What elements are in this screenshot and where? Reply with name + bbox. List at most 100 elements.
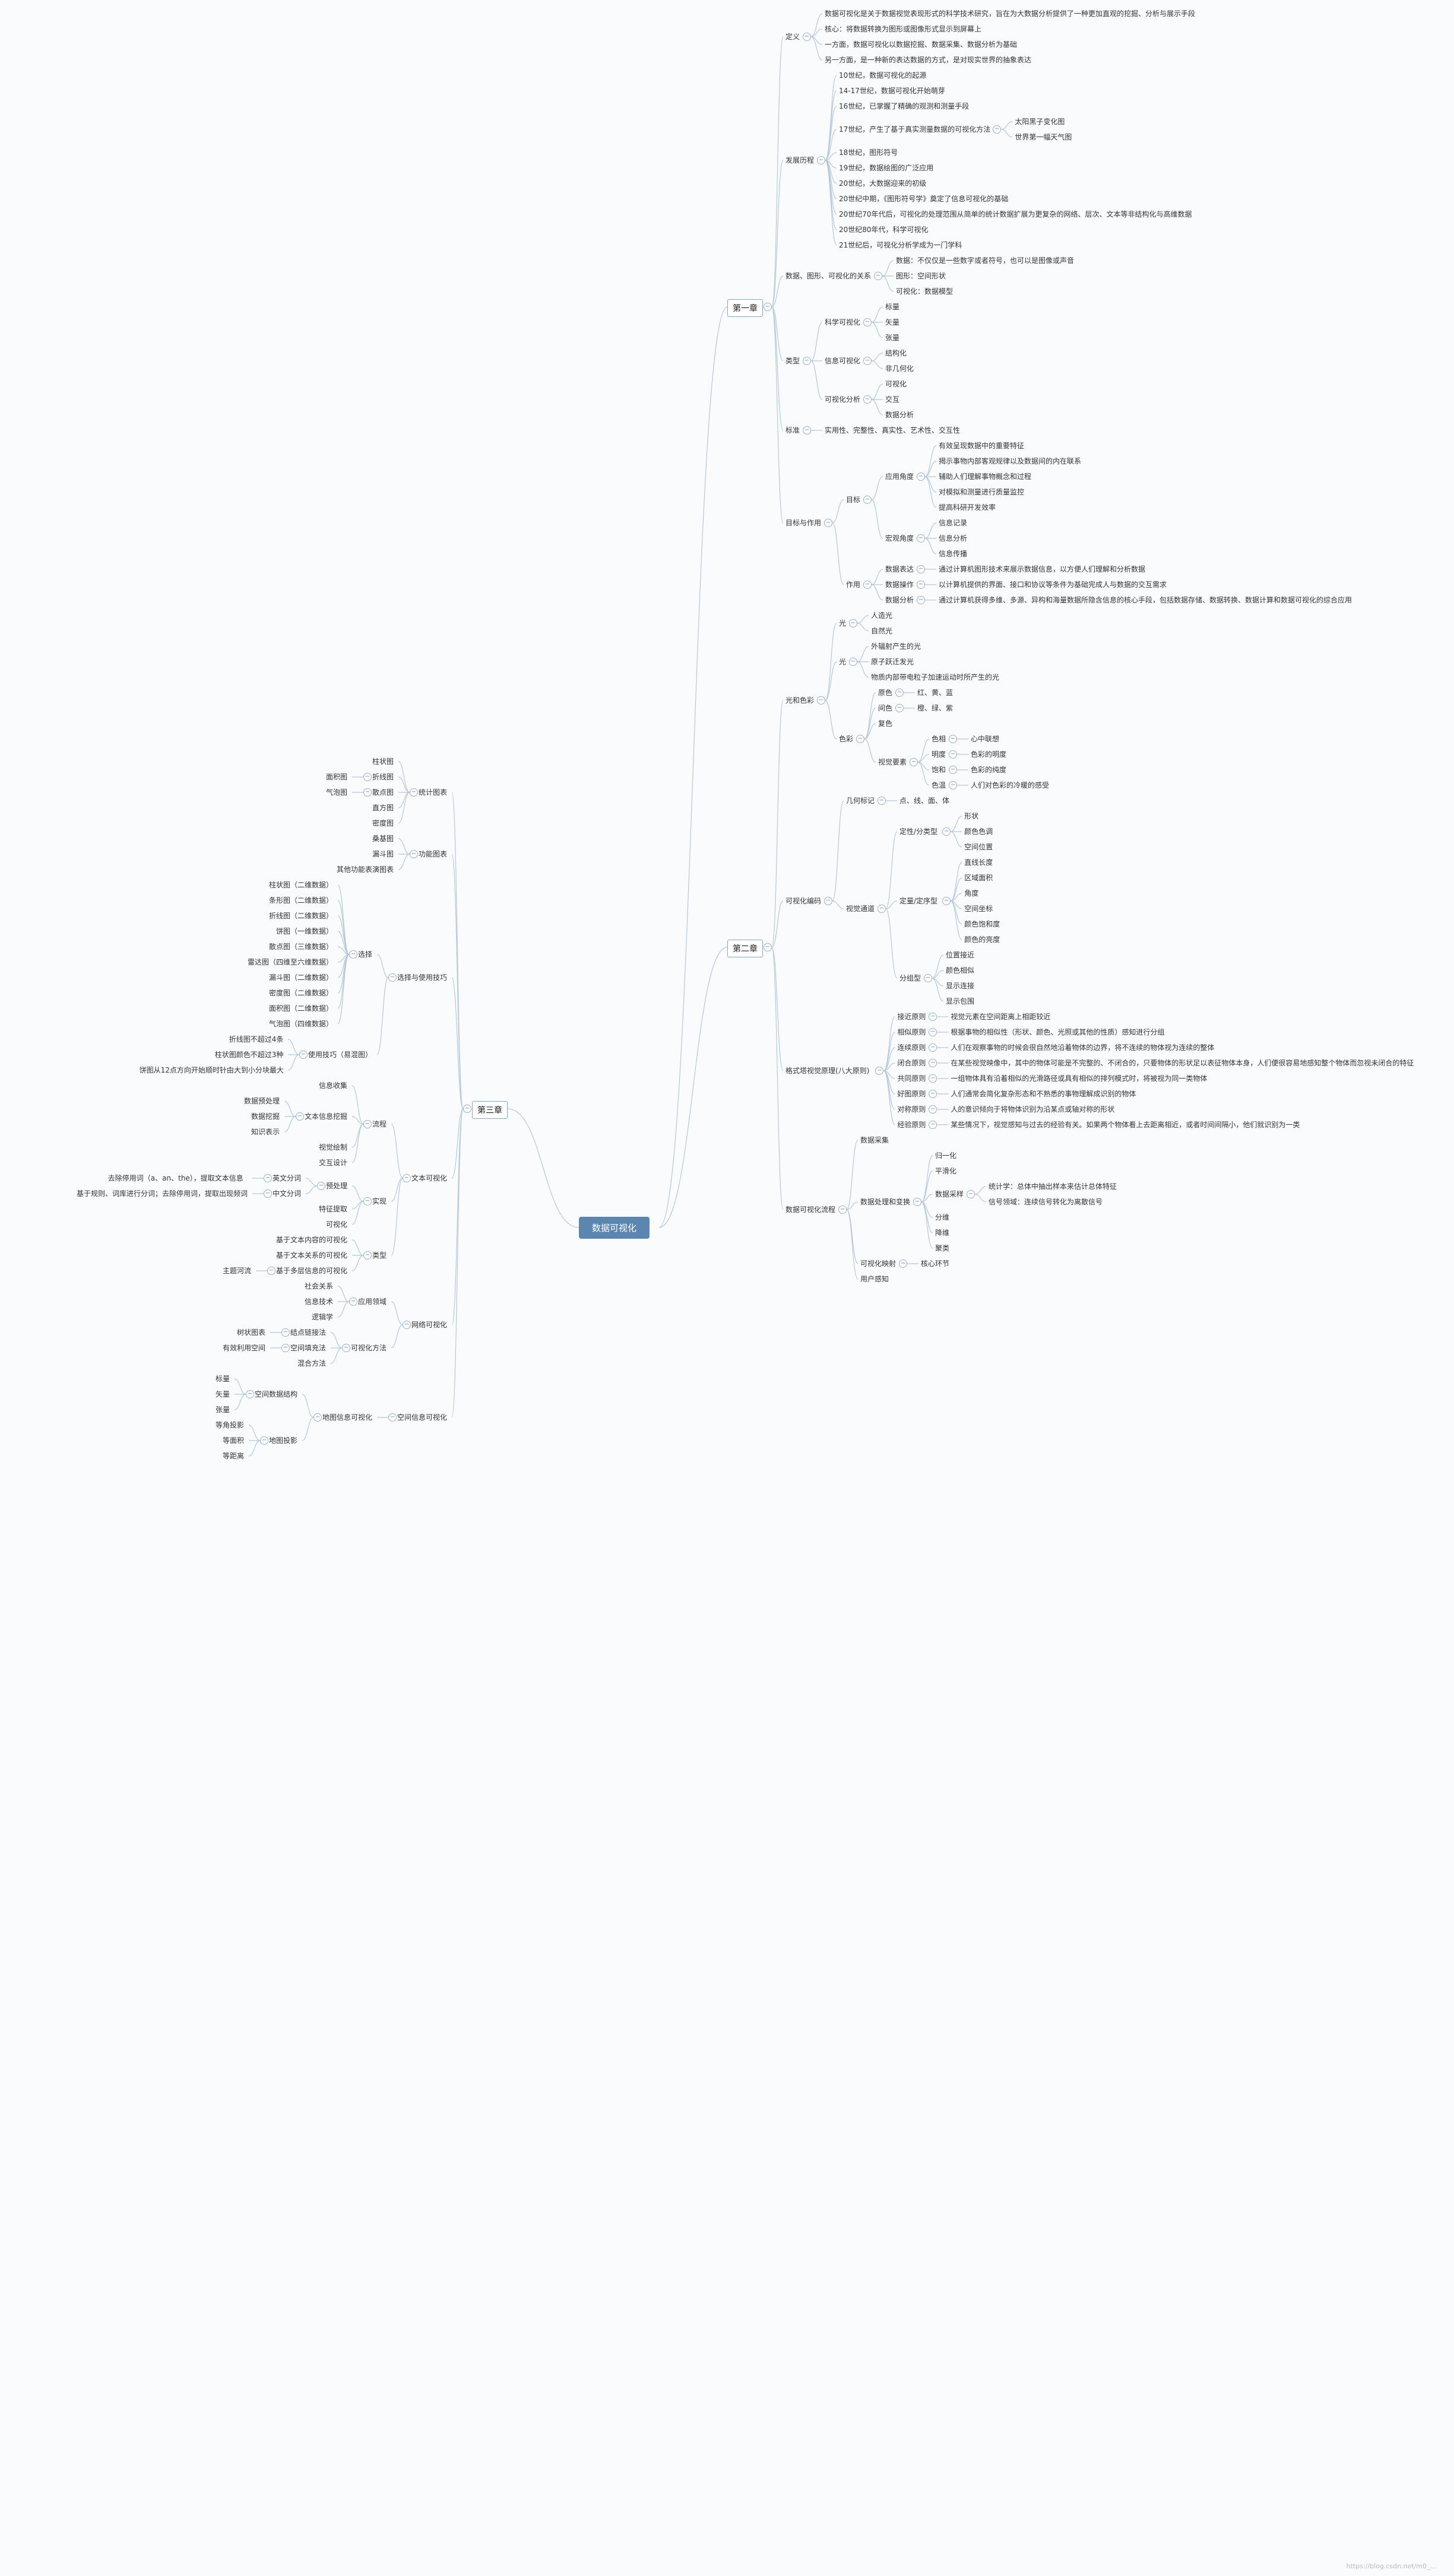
topic-node[interactable]: 通过计算机获得多维、多源、异构和海量数据所隐含信息的核心手段，包括数据存储、数据…	[939, 596, 1352, 604]
topic-node[interactable]: 使用技巧（易混图）	[308, 1051, 373, 1059]
collapse-toggle[interactable]: −	[949, 735, 957, 743]
collapse-toggle[interactable]: −	[803, 426, 811, 434]
topic-node[interactable]: 信息收集	[319, 1081, 348, 1090]
topic-node[interactable]: 平滑化	[935, 1167, 957, 1175]
collapse-toggle[interactable]: −	[929, 1074, 937, 1083]
topic-node[interactable]: 饼图从12点方向开始顺时针由大到小分块最大	[139, 1066, 284, 1074]
topic-node[interactable]: 柱状图颜色不超过3种	[214, 1051, 284, 1059]
topic-node[interactable]: 好图原则	[897, 1090, 926, 1098]
topic-node[interactable]: 揭示事物内部客观规律以及数据间的内在联系	[939, 457, 1082, 465]
topic-node[interactable]: 连续原则	[897, 1043, 926, 1052]
topic-node[interactable]: 气泡图	[326, 788, 348, 797]
topic-node[interactable]: 21世纪后，可视化分析学成为一门学科	[839, 241, 962, 249]
topic-node[interactable]: 桑基图	[372, 835, 394, 843]
topic-node[interactable]: 辅助人们理解事物概念和过程	[939, 472, 1032, 481]
topic-node[interactable]: 作用	[846, 580, 861, 589]
topic-node[interactable]: 相似原则	[897, 1028, 926, 1036]
topic-node[interactable]: 分维	[935, 1213, 950, 1222]
topic-node[interactable]: 20世纪70年代后，可视化的处理范围从简单的统计数据扩展为更复杂的网络、层次、文…	[839, 210, 1192, 218]
topic-node[interactable]: 定性/分类型	[899, 827, 938, 836]
topic-node[interactable]: 数据采样	[935, 1190, 964, 1198]
topic-node[interactable]: 物质内部带电粒子加速运动时所产生的光	[871, 673, 1000, 681]
collapse-toggle[interactable]: −	[264, 1189, 272, 1198]
collapse-toggle[interactable]: −	[410, 850, 418, 858]
topic-node[interactable]: 提高科研开发效率	[939, 503, 996, 512]
topic-node[interactable]: 有效利用空间	[223, 1344, 266, 1352]
topic-node[interactable]: 人们对色彩的冷暖的感受	[971, 781, 1050, 789]
topic-node[interactable]: 逻辑学	[312, 1313, 334, 1321]
topic-node[interactable]: 17世纪，产生了基于真实测量数据的可视化方法	[839, 125, 991, 134]
collapse-toggle[interactable]: −	[764, 303, 772, 311]
topic-node[interactable]: 颜色相似	[946, 966, 975, 975]
topic-node[interactable]: 标准	[785, 426, 800, 434]
collapse-toggle[interactable]: −	[363, 1197, 372, 1205]
collapse-toggle[interactable]: −	[363, 1251, 372, 1260]
topic-node[interactable]: 色相	[932, 735, 946, 743]
collapse-toggle[interactable]: −	[863, 318, 872, 326]
topic-node[interactable]: 信息分析	[939, 534, 968, 543]
collapse-toggle[interactable]: −	[264, 1174, 272, 1182]
collapse-toggle[interactable]: −	[838, 1205, 847, 1214]
topic-node[interactable]: 16世纪，已掌握了精确的观测和测量手段	[839, 102, 970, 110]
topic-node[interactable]: 数据、图形、可视化的关系	[785, 272, 872, 280]
topic-node[interactable]: 散点图	[372, 788, 394, 797]
collapse-toggle[interactable]: −	[388, 973, 397, 982]
topic-node[interactable]: 折线图	[372, 773, 394, 781]
topic-node[interactable]: 条形图（二维数据）	[269, 896, 334, 905]
collapse-toggle[interactable]: −	[313, 1413, 322, 1422]
topic-node[interactable]: 数据表达	[885, 565, 914, 573]
chapter-topic[interactable]: 第二章	[727, 940, 763, 957]
topic-node[interactable]: 矢量	[216, 1390, 230, 1398]
collapse-toggle[interactable]: −	[260, 1436, 268, 1445]
topic-node[interactable]: 基于文本关系的可视化	[276, 1251, 348, 1260]
collapse-toggle[interactable]: −	[342, 1344, 350, 1352]
collapse-toggle[interactable]: −	[910, 758, 918, 766]
topic-node[interactable]: 饱和	[932, 766, 946, 774]
topic-node[interactable]: 类型	[785, 357, 800, 365]
collapse-toggle[interactable]: −	[942, 827, 951, 836]
collapse-toggle[interactable]: −	[863, 357, 872, 365]
collapse-toggle[interactable]: −	[878, 797, 886, 805]
collapse-toggle[interactable]: −	[388, 1413, 397, 1422]
collapse-toggle[interactable]: −	[281, 1328, 290, 1337]
topic-node[interactable]: 位置接近	[946, 951, 975, 959]
topic-node[interactable]: 显示连接	[946, 982, 975, 990]
topic-node[interactable]: 英文分词	[273, 1174, 302, 1182]
collapse-toggle[interactable]: −	[895, 704, 904, 712]
collapse-toggle[interactable]: −	[299, 1051, 308, 1059]
topic-node[interactable]: 文本信息挖掘	[305, 1112, 348, 1121]
topic-node[interactable]: 科学可视化	[825, 318, 861, 326]
topic-node[interactable]: 宏观角度	[885, 534, 914, 543]
topic-node[interactable]: 等面积	[223, 1436, 245, 1445]
collapse-toggle[interactable]: −	[856, 735, 864, 743]
topic-node[interactable]: 人们通常会简化复杂形态和不熟悉的事物理解成识别的物体	[951, 1090, 1136, 1098]
topic-node[interactable]: 可视化：数据模型	[896, 287, 954, 296]
topic-node[interactable]: 基于文本内容的可视化	[276, 1236, 348, 1244]
topic-node[interactable]: 地图投影	[269, 1436, 298, 1445]
topic-node[interactable]: 流程	[372, 1120, 387, 1128]
topic-node[interactable]: 可视化方法	[351, 1344, 387, 1352]
collapse-toggle[interactable]: −	[824, 897, 832, 905]
topic-node[interactable]: 混合方法	[297, 1359, 327, 1368]
collapse-toggle[interactable]: −	[929, 1013, 937, 1021]
topic-node[interactable]: 实用性、完整性、真实性、艺术性、交互性	[825, 426, 961, 434]
topic-node[interactable]: 光和色彩	[785, 696, 815, 705]
topic-node[interactable]: 另一方面，是一种新的表达数据的方式，是对现实世界的抽象表达	[825, 56, 1032, 64]
topic-node[interactable]: 人造光	[871, 611, 893, 620]
topic-node[interactable]: 选择与使用技巧	[397, 973, 448, 982]
topic-node[interactable]: 其他功能表演图表	[337, 865, 394, 874]
topic-node[interactable]: 柱状图	[372, 757, 394, 766]
collapse-toggle[interactable]: −	[363, 788, 372, 797]
topic-node[interactable]: 密度图	[372, 819, 394, 827]
collapse-toggle[interactable]: −	[913, 1198, 921, 1206]
topic-node[interactable]: 特征提取	[319, 1205, 348, 1213]
collapse-toggle[interactable]: −	[924, 974, 932, 982]
topic-node[interactable]: 等距离	[223, 1452, 245, 1460]
topic-node[interactable]: 漏斗图（二维数据）	[269, 973, 334, 982]
topic-node[interactable]: 结构化	[885, 349, 907, 357]
topic-node[interactable]: 结点链接法	[290, 1328, 327, 1337]
topic-node[interactable]: 数据分析	[885, 411, 914, 419]
topic-node[interactable]: 角度	[964, 889, 979, 897]
collapse-toggle[interactable]: −	[803, 357, 811, 365]
collapse-toggle[interactable]: −	[967, 1190, 975, 1198]
